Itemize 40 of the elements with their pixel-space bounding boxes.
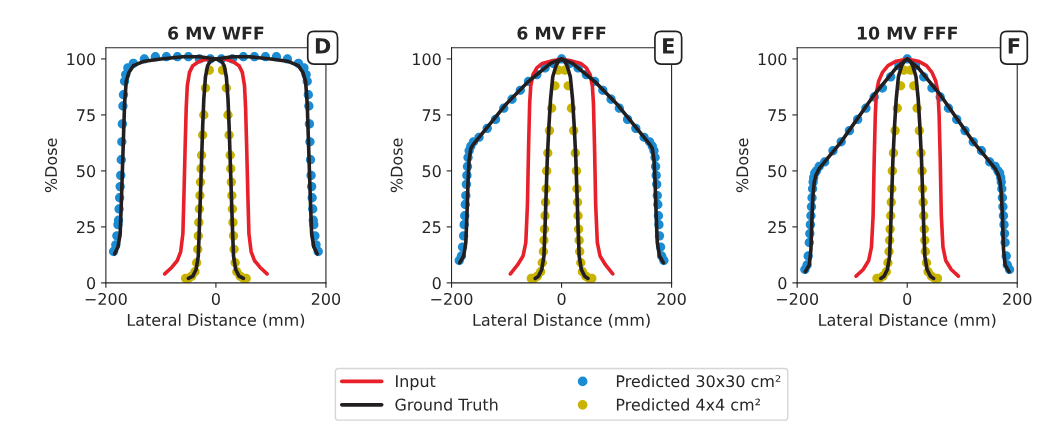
x-tick-label: 200 [1003,292,1032,305]
x-tick-label: 200 [311,292,341,305]
chart-title: 6 MV WFF [168,26,264,40]
y-axis-title: %Dose [736,138,749,193]
y-axis-title: %Dose [390,138,403,193]
x-axis-title: Lateral Distance (mm) [473,313,650,328]
annotation: D [315,38,331,54]
chart-title: 10 MV FFF [857,26,958,40]
legend-label: Predicted 30x30 cm² [616,374,781,388]
legend-label: Predicted 4x4 cm² [616,398,761,411]
legend-label: Input [396,375,436,391]
y-tick-label: 25 [422,221,441,234]
x-tick-label: 200 [657,292,686,305]
y-tick-label: 25 [768,221,787,234]
y-tick-label: 50 [77,165,96,178]
y-tick-label: 0 [432,277,441,290]
x-tick-label: 0 [211,292,220,305]
y-tick-label: 100 [758,53,787,66]
y-tick-label: 0 [778,277,787,290]
x-tick-label: 0 [557,292,566,305]
x-axis-title: Lateral Distance (mm) [819,313,996,328]
y-tick-label: 75 [77,109,95,122]
x-tick-label: 0 [903,292,912,305]
y-tick-label: 75 [768,109,787,122]
y-tick-label: 75 [422,109,441,122]
y-axis-title: %Dose [44,138,58,193]
x-axis-title: Lateral Distance (mm) [127,313,305,328]
legend-label: Ground Truth [395,398,498,411]
y-tick-label: 25 [77,221,95,234]
y-tick-label: 50 [768,165,787,178]
annotation: E [663,38,674,54]
x-tick-label: −200 [776,292,819,305]
annotation: F [1008,38,1020,54]
x-tick-label: −200 [431,292,473,305]
y-tick-label: 100 [413,53,441,66]
y-tick-label: 0 [87,277,96,290]
x-tick-label: −200 [85,292,127,305]
chart-title: 6 MV FFF [517,26,606,40]
y-tick-label: 100 [67,53,96,66]
y-tick-label: 50 [422,165,441,178]
